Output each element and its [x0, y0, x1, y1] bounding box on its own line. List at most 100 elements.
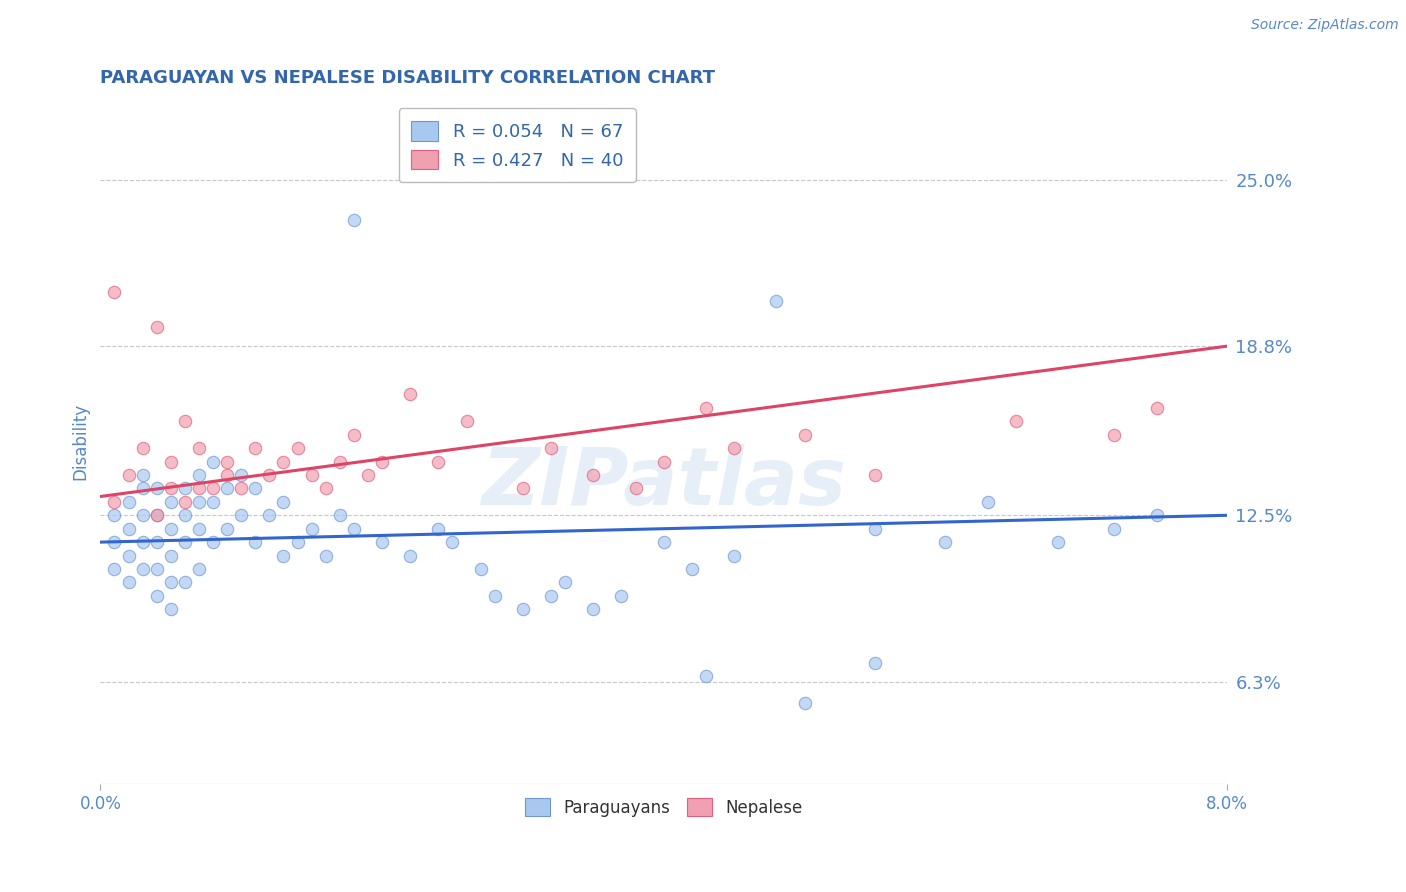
- Point: [315, 549, 337, 563]
- Point: [1104, 522, 1126, 536]
- Point: [512, 482, 534, 496]
- Point: [217, 468, 239, 483]
- Point: [103, 535, 125, 549]
- Point: [301, 522, 323, 536]
- Point: [145, 320, 167, 334]
- Point: [273, 549, 295, 563]
- Point: [723, 441, 745, 455]
- Point: [315, 482, 337, 496]
- Text: PARAGUAYAN VS NEPALESE DISABILITY CORRELATION CHART: PARAGUAYAN VS NEPALESE DISABILITY CORREL…: [100, 69, 716, 87]
- Point: [765, 293, 787, 308]
- Point: [117, 522, 139, 536]
- Point: [187, 522, 209, 536]
- Point: [610, 589, 633, 603]
- Point: [217, 454, 239, 468]
- Point: [399, 549, 422, 563]
- Point: [343, 213, 366, 227]
- Point: [863, 522, 886, 536]
- Point: [145, 508, 167, 523]
- Point: [976, 495, 998, 509]
- Legend: Paraguayans, Nepalese: Paraguayans, Nepalese: [519, 791, 808, 823]
- Point: [202, 535, 225, 549]
- Point: [187, 495, 209, 509]
- Point: [287, 441, 309, 455]
- Point: [159, 522, 181, 536]
- Point: [695, 401, 717, 415]
- Point: [131, 508, 153, 523]
- Point: [1146, 508, 1168, 523]
- Point: [1046, 535, 1069, 549]
- Point: [301, 468, 323, 483]
- Point: [103, 495, 125, 509]
- Point: [343, 427, 366, 442]
- Point: [173, 414, 195, 428]
- Point: [173, 575, 195, 590]
- Point: [231, 482, 253, 496]
- Point: [399, 387, 422, 401]
- Point: [540, 441, 562, 455]
- Point: [934, 535, 956, 549]
- Point: [117, 468, 139, 483]
- Point: [427, 522, 450, 536]
- Point: [131, 535, 153, 549]
- Point: [681, 562, 703, 576]
- Point: [441, 535, 464, 549]
- Point: [371, 454, 394, 468]
- Point: [287, 535, 309, 549]
- Point: [652, 454, 675, 468]
- Point: [173, 508, 195, 523]
- Point: [131, 482, 153, 496]
- Point: [723, 549, 745, 563]
- Point: [159, 575, 181, 590]
- Point: [371, 535, 394, 549]
- Point: [1004, 414, 1026, 428]
- Point: [117, 575, 139, 590]
- Point: [259, 468, 281, 483]
- Point: [187, 482, 209, 496]
- Point: [231, 468, 253, 483]
- Point: [103, 562, 125, 576]
- Point: [1104, 427, 1126, 442]
- Point: [427, 454, 450, 468]
- Point: [145, 482, 167, 496]
- Point: [470, 562, 492, 576]
- Point: [245, 441, 267, 455]
- Point: [103, 285, 125, 300]
- Point: [273, 495, 295, 509]
- Point: [245, 482, 267, 496]
- Point: [582, 468, 605, 483]
- Point: [173, 495, 195, 509]
- Y-axis label: Disability: Disability: [72, 403, 89, 480]
- Point: [202, 454, 225, 468]
- Point: [159, 602, 181, 616]
- Point: [582, 602, 605, 616]
- Point: [512, 602, 534, 616]
- Point: [863, 656, 886, 670]
- Point: [793, 696, 815, 710]
- Point: [259, 508, 281, 523]
- Point: [145, 589, 167, 603]
- Point: [173, 482, 195, 496]
- Point: [117, 495, 139, 509]
- Text: Source: ZipAtlas.com: Source: ZipAtlas.com: [1251, 18, 1399, 32]
- Point: [695, 669, 717, 683]
- Point: [540, 589, 562, 603]
- Point: [624, 482, 647, 496]
- Point: [117, 549, 139, 563]
- Point: [456, 414, 478, 428]
- Point: [217, 522, 239, 536]
- Point: [131, 441, 153, 455]
- Point: [103, 508, 125, 523]
- Point: [329, 454, 352, 468]
- Point: [131, 468, 153, 483]
- Point: [217, 482, 239, 496]
- Point: [187, 468, 209, 483]
- Point: [343, 522, 366, 536]
- Point: [554, 575, 576, 590]
- Point: [793, 427, 815, 442]
- Point: [159, 482, 181, 496]
- Point: [245, 535, 267, 549]
- Point: [231, 508, 253, 523]
- Point: [1146, 401, 1168, 415]
- Point: [131, 562, 153, 576]
